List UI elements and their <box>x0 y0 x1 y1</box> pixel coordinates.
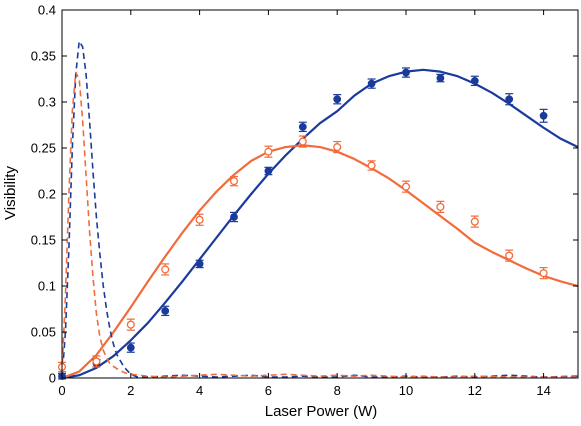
axes-frame: 0 2 4 6 8 10 12 14 0 0.05 0.1 0.15 0.2 0.25 0.3 0.35 0.4 <box>31 3 579 398</box>
y-tick-label: 0.35 <box>31 49 56 64</box>
data-point-open <box>505 251 514 260</box>
x-tick-label: 8 <box>334 383 341 398</box>
x-tick-label: 14 <box>536 383 550 398</box>
data-point-filled <box>195 260 204 268</box>
y-tick-label: 0.1 <box>38 279 56 294</box>
x-tick-label: 12 <box>468 383 482 398</box>
y-tick-label: 0.3 <box>38 95 56 110</box>
x-tick-label: 10 <box>399 383 413 398</box>
data-point-filled <box>367 79 376 88</box>
y-tick-label: 0.25 <box>31 141 56 156</box>
data-point-filled <box>230 213 238 221</box>
data-point-open <box>401 182 411 191</box>
x-tick-label: 2 <box>127 383 134 398</box>
data-point-open <box>298 137 307 146</box>
data-point-filled <box>470 76 479 85</box>
data-point-open <box>161 265 170 274</box>
fit-line-series-3 <box>62 144 578 378</box>
data-point-filled <box>436 74 445 82</box>
data-point-open <box>92 357 101 366</box>
x-tick-label: 0 <box>58 383 65 398</box>
data-point-filled <box>333 95 342 104</box>
data-point-open <box>195 215 204 224</box>
x-tick-label: 4 <box>196 383 203 398</box>
x-tick-label: 6 <box>265 383 272 398</box>
y-tick-label: 0.05 <box>31 325 56 340</box>
y-tick-label: 0.2 <box>38 187 56 202</box>
data-point-open <box>333 143 342 152</box>
dashed-line-series-5 <box>62 71 578 378</box>
data-point-filled <box>298 122 307 131</box>
axes-box <box>61 9 579 379</box>
data-point-filled <box>126 343 135 352</box>
data-point-filled <box>161 306 170 315</box>
fit-line-series-2 <box>62 68 578 378</box>
data-point-filled <box>402 68 410 77</box>
data-point-filled <box>264 167 273 175</box>
data-point-open <box>436 202 445 211</box>
data-point-open <box>229 177 239 186</box>
data-point-open <box>264 147 273 156</box>
data-point-filled <box>505 95 514 104</box>
plot-area <box>57 40 578 381</box>
y-axis-title: Visibility <box>2 166 19 220</box>
x-axis-title: Laser Power (W) <box>265 403 378 420</box>
y-tick-label: 0.15 <box>31 233 56 248</box>
dashed-line-series-4 <box>62 40 578 378</box>
data-point-open <box>539 269 548 278</box>
data-point-open <box>367 161 376 170</box>
data-point-open <box>126 320 135 329</box>
y-tick-label: 0 <box>49 371 56 386</box>
y-tick-label: 0.4 <box>38 3 56 18</box>
data-point-filled <box>539 111 548 120</box>
data-point-open <box>470 217 479 226</box>
